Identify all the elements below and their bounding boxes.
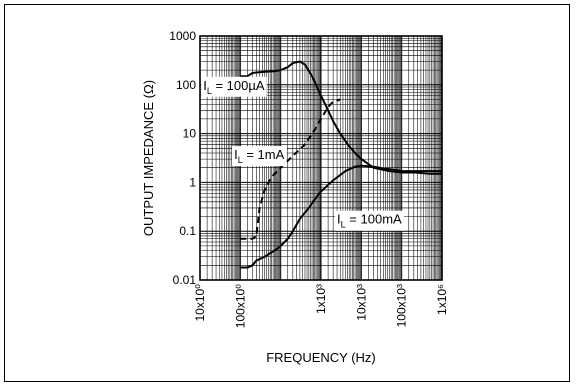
series-layer bbox=[240, 60, 442, 269]
x-tick-label: 100x10⁰ bbox=[233, 284, 247, 328]
curve-label-3: IL = 100mA bbox=[335, 210, 405, 231]
x-tick-label: 10x10³ bbox=[354, 284, 368, 321]
x-tick-label: 1x10⁶ bbox=[435, 284, 449, 315]
x-axis-label: FREQUENCY (Hz) bbox=[266, 350, 376, 365]
curve-label-2: IL = 1mA bbox=[232, 146, 287, 167]
curve-label-sub: L bbox=[238, 155, 243, 165]
x-tick-label: 10x10⁰ bbox=[193, 284, 207, 322]
curve-label-rest: = 100µA bbox=[212, 78, 265, 93]
curve-label-bg bbox=[201, 76, 267, 97]
chart-frame: IL = 100µA IL = 1mA IL = 100mA 10x10⁰ 100x1… bbox=[4, 4, 570, 382]
curve-label-sub: L bbox=[341, 220, 346, 230]
curve-label-main: I bbox=[337, 212, 341, 227]
y-tick-label: 0.01 bbox=[173, 273, 197, 287]
curve-label-text: IL = 100µA bbox=[203, 78, 265, 96]
x-tick-label: 100x10³ bbox=[395, 284, 409, 327]
curve-label-rest: = 1mA bbox=[243, 147, 285, 162]
y-tick-label: 1000 bbox=[169, 29, 196, 43]
y-tick-label: 100 bbox=[176, 78, 196, 92]
curve-label-text: IL = 100mA bbox=[337, 212, 402, 230]
curve-label-rest: = 100mA bbox=[346, 212, 402, 227]
x-tick-labels: 10x10⁰ 100x10⁰ 1x10³ 10x10³ 100x10³ 1x10⁶ bbox=[193, 284, 449, 328]
curve-label-bg bbox=[232, 146, 287, 167]
curve-label-bg bbox=[335, 210, 405, 231]
series-line-2 bbox=[240, 98, 341, 240]
curve-label-main: I bbox=[234, 147, 238, 162]
y-tick-label: 1 bbox=[189, 175, 196, 189]
plot-border bbox=[199, 35, 443, 281]
series-line-1 bbox=[240, 60, 442, 175]
curve-label-main: I bbox=[203, 78, 207, 93]
y-tick-labels: 0.01 0.1 1 10 100 1000 bbox=[169, 29, 196, 287]
y-axis-label: OUTPUT IMPEDANCE (Ω) bbox=[141, 80, 156, 236]
x-tick-label: 1x10³ bbox=[314, 284, 328, 314]
y-tick-label: 0.1 bbox=[179, 224, 196, 238]
y-tick-label: 10 bbox=[183, 127, 197, 141]
series-line-3 bbox=[240, 164, 442, 269]
curve-label-1: IL = 100µA bbox=[201, 76, 267, 97]
curve-label-sub: L bbox=[207, 86, 212, 96]
curve-label-text: IL = 1mA bbox=[234, 147, 285, 165]
